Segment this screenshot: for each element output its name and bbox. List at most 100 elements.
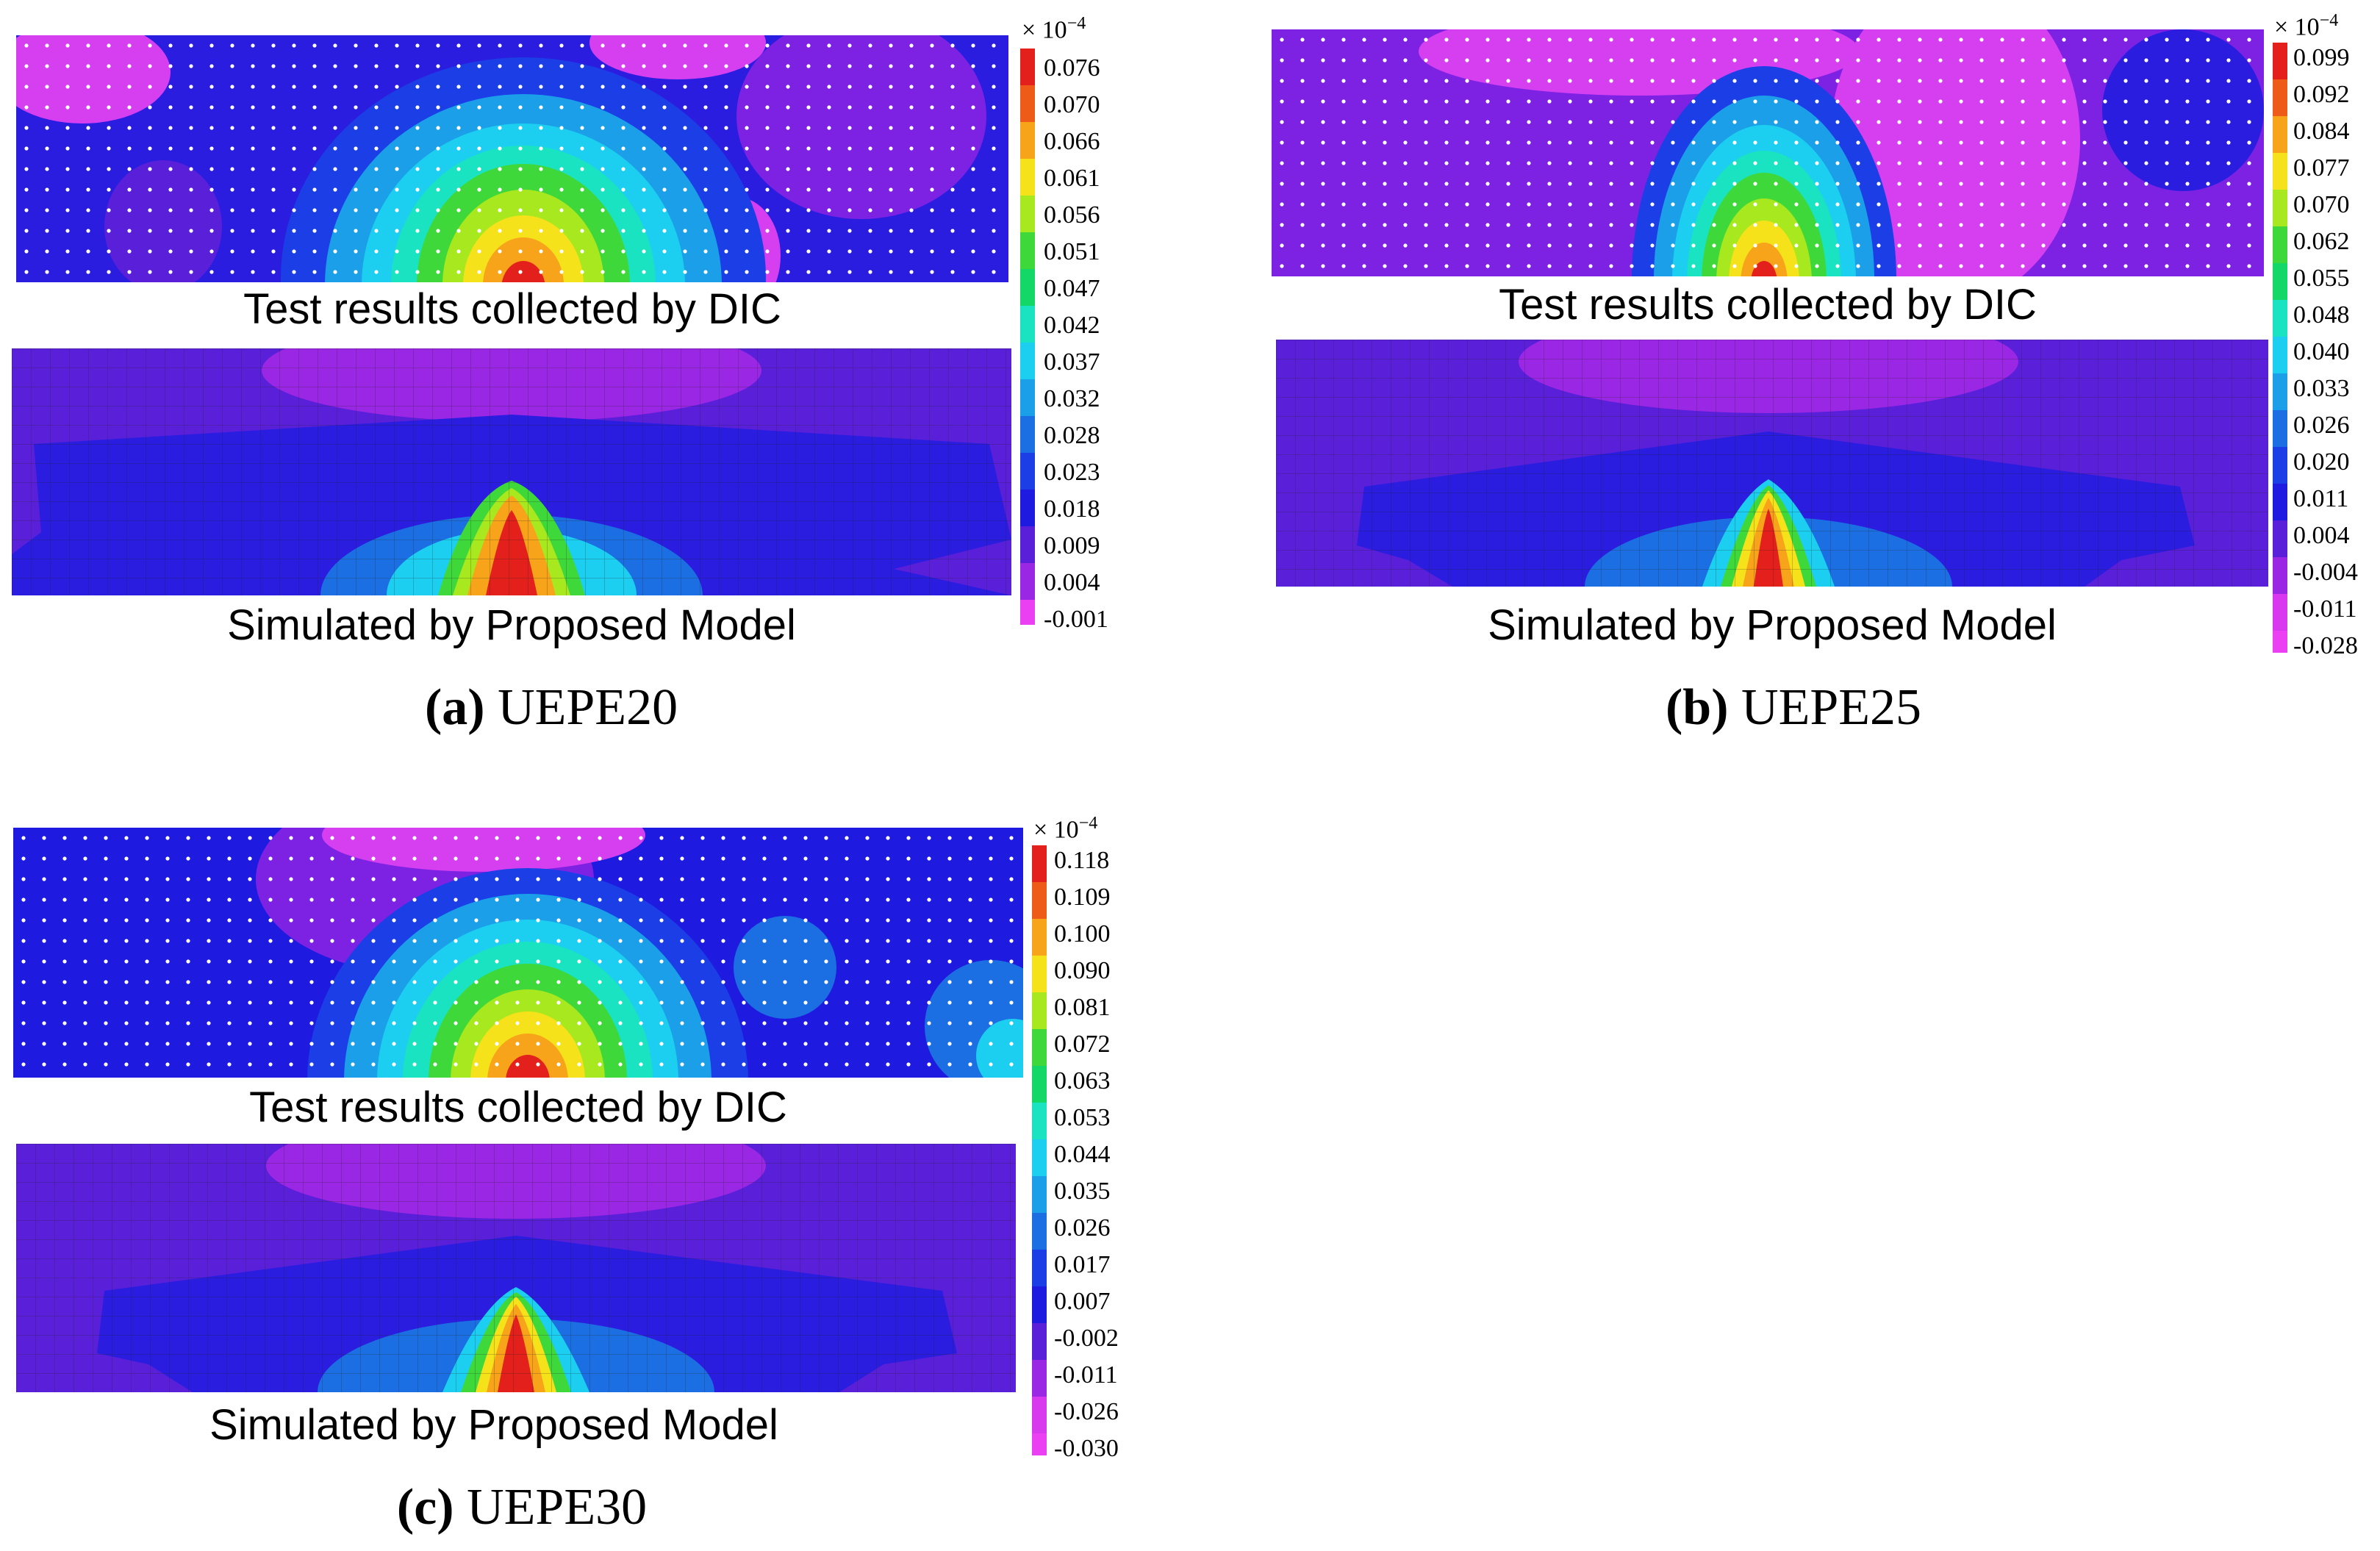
exponent-power-b: −4	[2319, 11, 2339, 30]
colorbar-b: × 10−4 0.099 0.092 0.084 0.077 0.070 0.0…	[2273, 12, 2380, 659]
panel-letter-c: (c)	[396, 1479, 454, 1536]
specimen-name-c: UEPE30	[467, 1479, 648, 1536]
panel-label-b: (b) UEPE25	[1639, 682, 1948, 734]
color-swatch	[2273, 263, 2287, 300]
color-swatch	[1032, 992, 1047, 1029]
color-swatch	[2273, 153, 2287, 190]
panel-label-c: (c) UEPE30	[368, 1482, 676, 1533]
colorbar-exponent-c: × 10−4	[1033, 814, 1097, 842]
color-swatch	[2273, 373, 2287, 410]
colorbar-tick: 0.042	[1044, 312, 1100, 339]
color-swatch	[1020, 416, 1035, 453]
dic-contour-map-c	[13, 828, 1023, 1078]
color-swatch	[1020, 490, 1035, 526]
color-swatch	[1020, 85, 1035, 122]
color-swatch	[1032, 1360, 1047, 1397]
color-swatch	[1032, 1286, 1047, 1323]
dic-caption-a: Test results collected by DIC	[243, 285, 781, 333]
colorbar-tick: 0.017	[1054, 1251, 1111, 1278]
color-swatch	[2273, 557, 2287, 594]
colorbar-tick: 0.099	[2293, 44, 2350, 71]
dic-caption-b: Test results collected by DIC	[1499, 281, 2037, 329]
color-swatch	[2273, 79, 2287, 116]
colorbar-tick: 0.033	[2293, 375, 2350, 402]
color-swatch	[1032, 956, 1047, 992]
colorbar-tick: 0.056	[1044, 201, 1100, 229]
color-swatch	[1032, 1139, 1047, 1176]
color-swatch	[1032, 845, 1047, 882]
color-swatch	[1020, 122, 1035, 159]
model-contour-map-a	[12, 348, 1011, 595]
color-swatch	[1020, 343, 1035, 379]
color-swatch	[2273, 410, 2287, 447]
color-swatch	[1032, 1213, 1047, 1250]
exponent-power-a: −4	[1067, 14, 1086, 33]
colorbar-tick: 0.026	[2293, 412, 2350, 439]
colorbar-tick: 0.037	[1044, 348, 1100, 376]
colorbar-tick: 0.066	[1044, 128, 1100, 155]
color-swatch	[1032, 1323, 1047, 1360]
color-swatch	[1020, 306, 1035, 343]
colorbar-a: × 10−4 0.076 0.070 0.066 0.061 0.056 0.0…	[1020, 15, 1130, 632]
color-swatch	[2273, 594, 2287, 631]
colorbar-tick: 0.063	[1054, 1067, 1111, 1095]
model-contour-map-b	[1276, 340, 2268, 587]
color-swatch	[1020, 196, 1035, 232]
colorbar-tick: -0.028	[2293, 632, 2358, 659]
color-swatch	[1032, 1103, 1047, 1139]
model-caption-a: Simulated by Proposed Model	[227, 601, 796, 649]
colorbar-tick: 0.020	[2293, 448, 2350, 476]
colorbar-tick: 0.035	[1054, 1178, 1111, 1205]
colorbar-tick: 0.072	[1054, 1031, 1111, 1058]
color-swatch	[1032, 1397, 1047, 1433]
colorbar-tick: 0.084	[2293, 118, 2350, 145]
color-swatch	[1020, 49, 1035, 85]
colorbar-tick: 0.007	[1054, 1288, 1111, 1315]
colorbar-tick: 0.070	[1044, 91, 1100, 118]
color-swatch	[2273, 226, 2287, 263]
colorbar-tick: -0.026	[1054, 1398, 1119, 1425]
colorbar-tick: 0.081	[1054, 994, 1111, 1021]
colorbar-tick: 0.061	[1044, 165, 1100, 192]
colorbar-tick: 0.004	[2293, 522, 2350, 549]
color-swatch	[2273, 116, 2287, 153]
colorbar-tick: 0.070	[2293, 191, 2350, 218]
model-contour-map-c	[16, 1144, 1016, 1392]
color-swatch	[2273, 43, 2287, 79]
colorbar-tick: -0.030	[1054, 1435, 1119, 1462]
colorbar-tick: -0.001	[1044, 606, 1108, 633]
color-swatch	[2273, 520, 2287, 557]
color-swatch	[1020, 600, 1035, 625]
colorbar-tick: 0.032	[1044, 385, 1100, 412]
color-swatch	[1020, 563, 1035, 600]
model-caption-b: Simulated by Proposed Model	[1488, 601, 2057, 649]
colorbar-tick: 0.100	[1054, 920, 1111, 948]
colorbar-tick: 0.009	[1044, 532, 1100, 559]
color-swatch	[2273, 337, 2287, 373]
colorbar-tick: 0.040	[2293, 338, 2350, 365]
colorbar-tick: 0.077	[2293, 154, 2350, 182]
colorbar-tick: 0.011	[2293, 485, 2349, 512]
color-swatch	[1032, 1176, 1047, 1213]
color-swatch	[2273, 447, 2287, 484]
colorbar-tick: 0.118	[1054, 847, 1110, 874]
exponent-prefix-a: × 10	[1022, 16, 1067, 44]
dic-contour-map-b	[1272, 29, 2264, 276]
colorbar-exponent-a: × 10−4	[1022, 15, 1086, 43]
colorbar-tick: 0.090	[1054, 957, 1111, 984]
colorbar-tick: 0.018	[1044, 495, 1100, 523]
color-swatch	[1032, 919, 1047, 956]
colorbar-tick: 0.076	[1044, 54, 1100, 82]
exponent-prefix-b: × 10	[2274, 13, 2320, 41]
colorbar-tick: 0.048	[2293, 301, 2350, 329]
colorbar-tick: -0.011	[2293, 595, 2357, 623]
dic-caption-c: Test results collected by DIC	[249, 1083, 787, 1131]
color-swatch	[2273, 190, 2287, 226]
panel-letter-b: (b)	[1665, 679, 1729, 736]
color-swatch	[1032, 1433, 1047, 1455]
colorbar-c: × 10−4 0.118 0.109 0.100 0.090 0.081 0.0…	[1032, 814, 1142, 1461]
color-swatch	[1020, 526, 1035, 563]
color-swatch	[1020, 269, 1035, 306]
model-caption-c: Simulated by Proposed Model	[209, 1401, 778, 1449]
colorbar-tick: 0.023	[1044, 459, 1100, 486]
